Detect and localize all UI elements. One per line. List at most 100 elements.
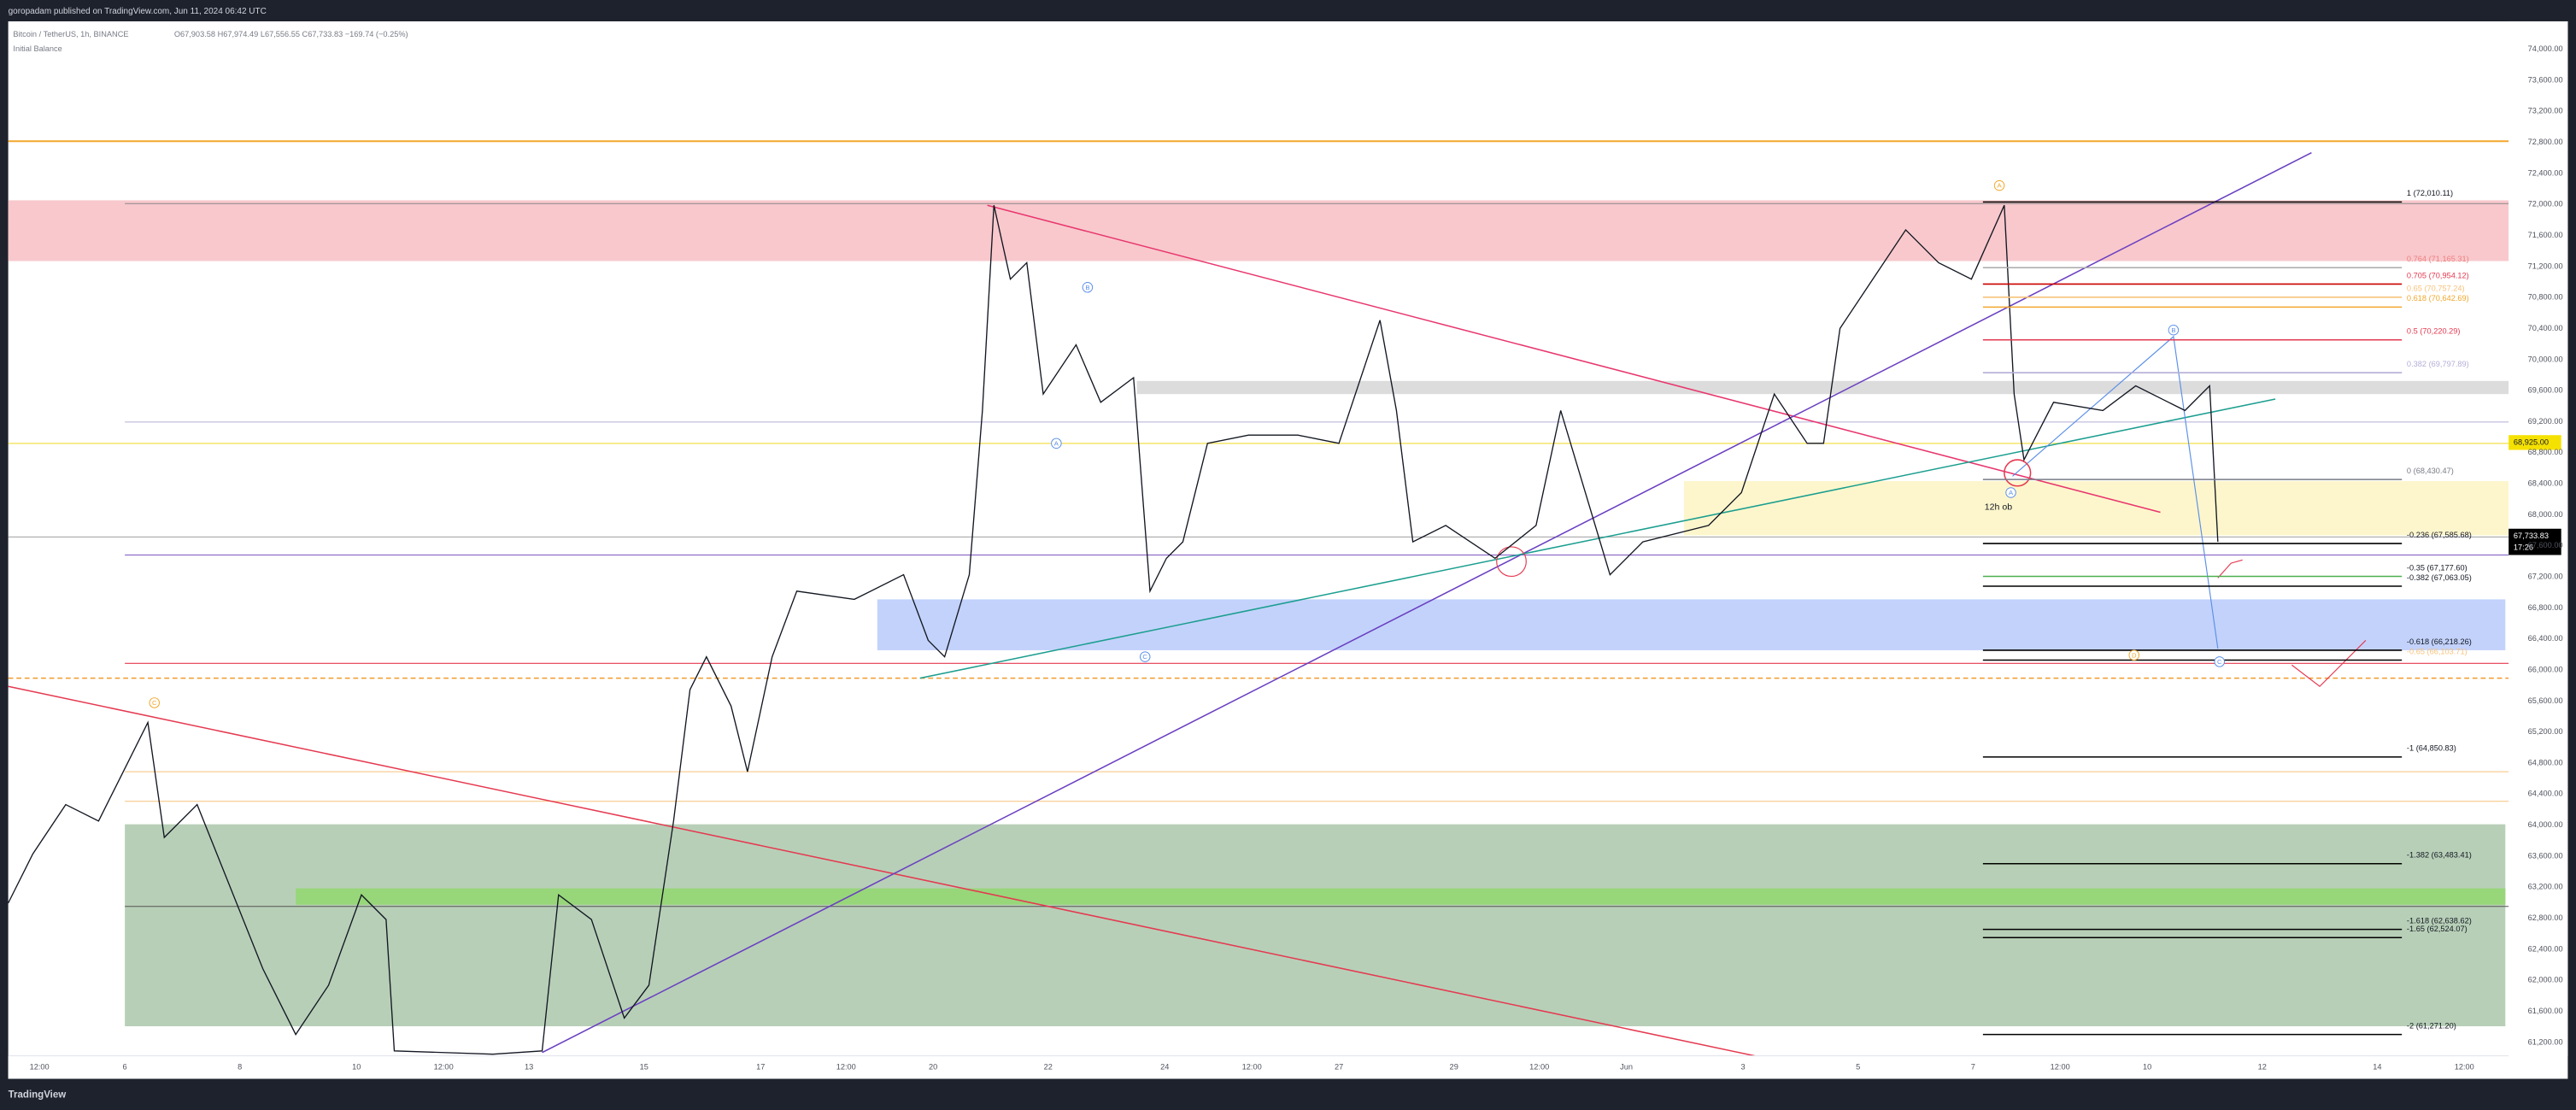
wave-label: B — [2171, 326, 2175, 334]
price-label: 71,600.00 — [2528, 231, 2563, 239]
price-label: 62,400.00 — [2528, 944, 2563, 953]
time-label: 17 — [756, 1062, 765, 1071]
fib-label: 0.618 (70,642.69) — [2407, 294, 2469, 302]
time-label: 10 — [352, 1062, 361, 1071]
price-label: 66,000.00 — [2528, 665, 2563, 673]
level-tag — [2509, 435, 2561, 450]
fib-label: -1.382 (63,483.41) — [2407, 851, 2472, 860]
time-label: 20 — [929, 1062, 937, 1071]
fib-label: -2 (61,271.20) — [2407, 1021, 2456, 1030]
price-label: 62,800.00 — [2528, 913, 2563, 922]
time-label: 6 — [123, 1062, 127, 1071]
wave-marker — [2168, 324, 2180, 336]
price-path — [8, 204, 2219, 1055]
wave-marker — [2214, 656, 2225, 667]
time-label: 12:00 — [2455, 1062, 2474, 1071]
price-label: 70,400.00 — [2528, 324, 2563, 332]
ohlc: O67,903.58 H67,974.49 L67,556.55 C67,733… — [174, 30, 408, 38]
time-label: 27 — [1335, 1062, 1343, 1071]
price-label: 62,000.00 — [2528, 976, 2563, 984]
trendline — [542, 152, 2312, 1054]
green-band — [296, 888, 2506, 905]
price-label: 69,200.00 — [2528, 417, 2563, 426]
fib-label: -1.618 (62,638.62) — [2407, 916, 2472, 925]
time-label: 7 — [1971, 1062, 1975, 1071]
price-label: 67,600.00 — [2528, 541, 2563, 549]
price-label: 70,800.00 — [2528, 293, 2563, 302]
wave-label: D — [2132, 651, 2137, 659]
time-axis — [8, 1055, 2509, 1079]
countdown: 17:26 — [2514, 543, 2533, 551]
time-label: 3 — [1741, 1062, 1746, 1071]
time-label: 14 — [2373, 1062, 2381, 1071]
fib-label: -1.65 (62,524.07) — [2407, 925, 2467, 933]
price-label: 68,400.00 — [2528, 479, 2563, 488]
time-label: 10 — [2143, 1062, 2151, 1071]
projection-arrow — [2217, 559, 2243, 578]
price-label: 67,200.00 — [2528, 572, 2563, 580]
fib-label: 0.5 (70,220.29) — [2407, 327, 2461, 336]
price-label: 72,800.00 — [2528, 138, 2563, 146]
price-label: 64,000.00 — [2528, 820, 2563, 829]
fib-label: 0 (68,430.47) — [2407, 467, 2454, 475]
fib-label: -0.236 (67,585.68) — [2407, 531, 2472, 539]
time-label: 22 — [1044, 1062, 1053, 1071]
fib-label: -0.618 (66,218.26) — [2407, 637, 2472, 646]
time-label: 12:00 — [1529, 1062, 1549, 1071]
price-label: 63,200.00 — [2528, 883, 2563, 891]
marker-circle — [1496, 546, 1527, 578]
time-label: 12:00 — [434, 1062, 454, 1071]
wave-label: C — [152, 699, 157, 707]
price-label: 63,600.00 — [2528, 851, 2563, 860]
trendline — [8, 685, 1755, 1057]
wave-path — [2012, 335, 2219, 649]
fib-label: -1 (64,850.83) — [2407, 744, 2456, 753]
wave-marker — [1993, 179, 2005, 191]
zones — [8, 200, 2509, 1026]
wave-marker — [2005, 487, 2016, 498]
price-label: 73,600.00 — [2528, 75, 2563, 84]
fib-label: 0.65 (70,757.24) — [2407, 285, 2465, 293]
price-label: 65,600.00 — [2528, 696, 2563, 705]
last-price: 67,733.83 — [2514, 532, 2549, 540]
level-tag-text: 68,925.00 — [2514, 438, 2549, 446]
price-label: 71,200.00 — [2528, 261, 2563, 270]
blue-zone — [877, 599, 2506, 650]
time-label: 12:00 — [836, 1062, 856, 1071]
wave-label: B — [1085, 284, 1089, 291]
time-label: 12:00 — [2051, 1062, 2070, 1071]
time-label: 5 — [1856, 1062, 1860, 1071]
zone-label: 12h ob — [1985, 502, 2012, 513]
green-zone — [125, 824, 2506, 1026]
time-label: 15 — [640, 1062, 648, 1071]
price-label: 72,400.00 — [2528, 168, 2563, 177]
wave-label: A — [1054, 439, 1059, 447]
price-label: 64,400.00 — [2528, 790, 2563, 798]
wave-marker — [1139, 651, 1151, 662]
time-label: 12:00 — [1242, 1062, 1262, 1071]
price-label: 74,000.00 — [2528, 44, 2563, 53]
fib-label: -0.65 (66,103.71) — [2407, 647, 2467, 655]
time-label: 12:00 — [30, 1062, 50, 1071]
wave-marker — [2128, 649, 2140, 661]
price-label: 64,800.00 — [2528, 758, 2563, 766]
symbol: Bitcoin / TetherUS, 1h, BINANCE — [13, 30, 128, 38]
price-label: 61,600.00 — [2528, 1007, 2563, 1015]
fib-label: 1 (72,010.11) — [2407, 189, 2453, 197]
price-label: 61,200.00 — [2528, 1037, 2563, 1046]
indicator: Initial Balance — [13, 44, 62, 53]
projection-arrow — [2291, 640, 2367, 687]
trendline — [987, 204, 2161, 514]
wave-label: A — [2009, 489, 2014, 496]
price-label: 73,200.00 — [2528, 107, 2563, 115]
wave-marker — [1082, 282, 1094, 293]
last-price-tag — [2509, 528, 2561, 555]
wave-label: C — [1142, 653, 1147, 661]
trendline — [919, 398, 2276, 679]
time-label: 13 — [525, 1062, 533, 1071]
marker-circle — [2004, 459, 2032, 487]
wave-marker — [149, 697, 160, 708]
fib-label: 0.705 (70,954.12) — [2407, 271, 2469, 279]
